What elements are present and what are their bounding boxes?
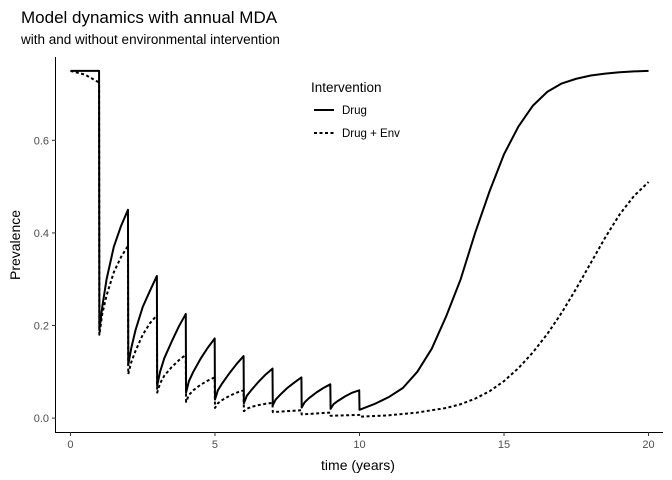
- legend-title: Intervention: [311, 80, 382, 95]
- y-tick-label: 0.4: [34, 228, 49, 240]
- x-tick-label: 10: [353, 439, 365, 451]
- x-tick-label: 15: [498, 439, 510, 451]
- plot-series: [70, 69, 650, 418]
- x-axis-title: time (years): [321, 457, 395, 473]
- x-tick-label: 0: [67, 439, 73, 451]
- y-tick-label: 0.6: [34, 135, 49, 147]
- y-axis-title: Prevalence: [7, 210, 23, 280]
- chart-title: Model dynamics with annual MDA: [21, 8, 278, 27]
- x-tick-label: 5: [212, 439, 218, 451]
- x-ticks: 0 5 10 15 20: [67, 432, 655, 451]
- y-ticks: 0.0 0.2 0.4 0.6: [34, 135, 56, 425]
- legend-label-drug: Drug: [342, 105, 367, 117]
- series-line-drug-env: [70, 69, 650, 418]
- chart-subtitle: with and without environmental intervent…: [20, 32, 280, 47]
- x-tick-label: 20: [642, 439, 654, 451]
- y-tick-label: 0.0: [34, 413, 49, 425]
- legend: Intervention Drug Drug + Env: [311, 80, 400, 140]
- series-line-drug: [70, 69, 649, 411]
- legend-label-drug-env: Drug + Env: [342, 128, 400, 140]
- y-tick-label: 0.2: [34, 321, 49, 333]
